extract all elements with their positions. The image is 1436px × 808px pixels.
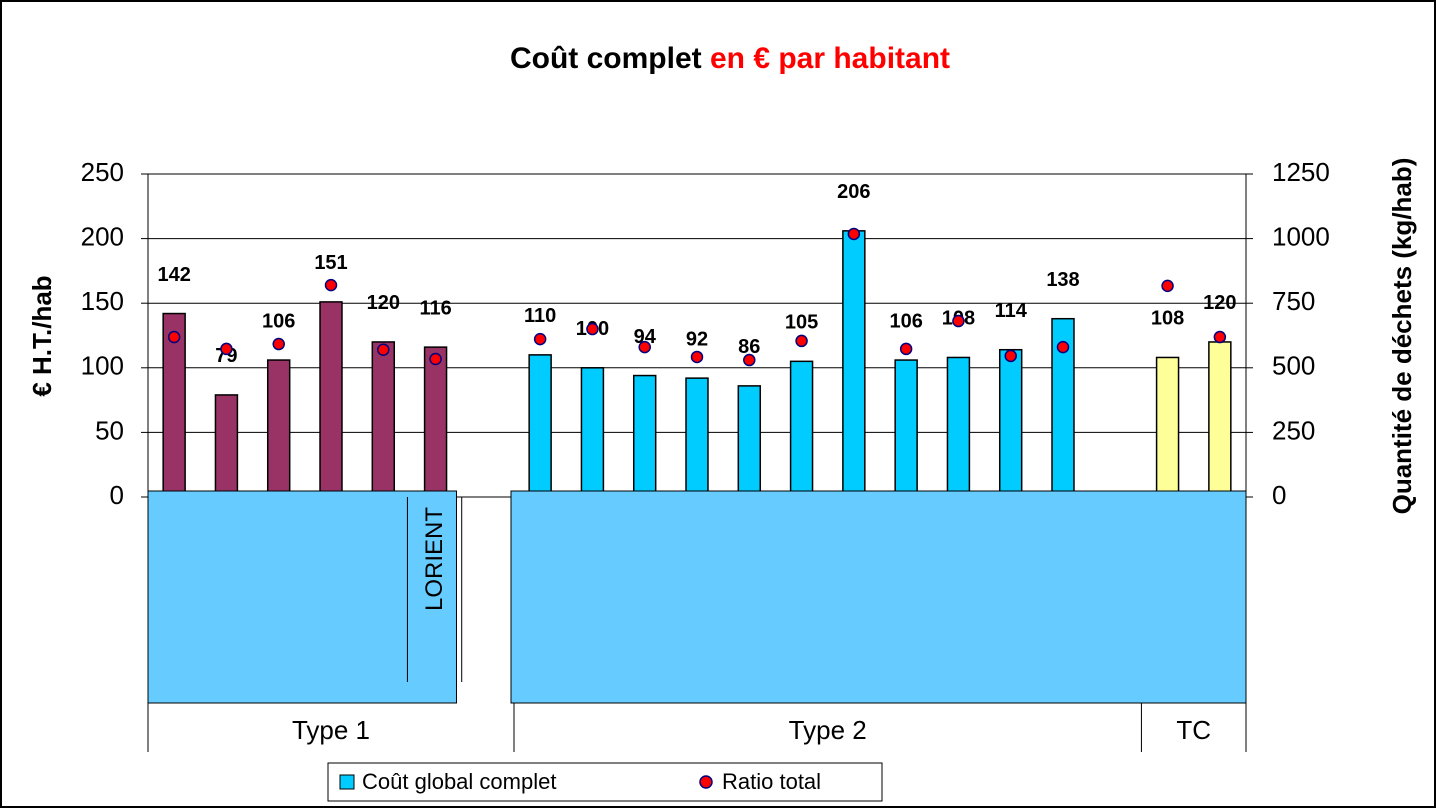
bar <box>1155 356 1180 498</box>
y-tick-label: 100 <box>81 351 124 381</box>
y-tick-label: 250 <box>81 157 124 187</box>
legend <box>327 762 883 802</box>
bar <box>842 230 866 498</box>
group-label: Type 2 <box>789 715 867 745</box>
chart-title: Coût complet en € par habitant <box>510 42 950 75</box>
y2-axis-label: Quantité de déchets (kg/hab) <box>1387 158 1417 515</box>
value-label: 108 <box>1151 308 1184 330</box>
bar <box>632 374 657 498</box>
ratio-point <box>586 322 599 336</box>
value-label: 206 <box>837 181 870 203</box>
value-label: 106 <box>889 310 922 332</box>
bar <box>266 359 291 498</box>
y-tick-label: 150 <box>81 286 124 316</box>
legend-label: Coût global complet <box>362 769 556 794</box>
value-label: 151 <box>314 252 347 274</box>
ratio-point <box>795 334 808 348</box>
bar <box>894 359 918 498</box>
ratio-point <box>1056 340 1070 354</box>
ratio-point <box>533 332 547 346</box>
ratio-point <box>272 337 285 351</box>
ratio-point <box>952 314 965 328</box>
bar <box>685 377 709 498</box>
value-label: 142 <box>157 264 190 286</box>
value-label: 110 <box>524 305 556 327</box>
value-label: 86 <box>738 336 760 358</box>
bar <box>998 348 1023 498</box>
value-label: 120 <box>1203 292 1236 314</box>
y-tick-label: 200 <box>81 221 124 251</box>
ratio-point <box>847 227 861 241</box>
bar <box>214 394 239 498</box>
category-cover <box>510 490 1247 704</box>
value-label: 94 <box>634 326 657 348</box>
ratio-point <box>638 340 651 354</box>
y2-tick-label: 750 <box>1272 286 1315 316</box>
group-label: Type 1 <box>292 715 370 745</box>
y2-tick-label: 1250 <box>1272 157 1330 187</box>
bar <box>371 341 396 498</box>
y2-tick-label: 250 <box>1272 415 1315 445</box>
ratio-point <box>167 330 181 344</box>
y-tick-label: 0 <box>110 480 124 510</box>
legend-label: Ratio total <box>722 769 821 794</box>
bar <box>737 385 762 498</box>
value-label: 114 <box>995 300 1028 322</box>
value-label: 105 <box>785 312 818 334</box>
ratio-point <box>899 342 913 356</box>
ratio-point <box>1161 279 1174 293</box>
ratio-point <box>377 343 390 356</box>
ratio-point <box>690 350 704 364</box>
bar <box>946 356 971 498</box>
bar <box>580 367 605 498</box>
ratio-point <box>743 353 756 367</box>
ratio-point <box>324 278 338 292</box>
value-label: 116 <box>419 297 451 319</box>
y-tick-label: 50 <box>95 415 124 445</box>
value-label: 92 <box>686 328 708 350</box>
value-label: 138 <box>1046 269 1079 291</box>
bar <box>789 360 814 498</box>
legend-swatch <box>699 775 713 789</box>
y2-tick-label: 1000 <box>1272 221 1330 251</box>
ratio-point <box>429 352 442 366</box>
x-tick-label: LORIENT <box>421 507 448 611</box>
value-label: 120 <box>367 292 400 314</box>
y2-tick-label: 500 <box>1272 351 1315 381</box>
title-highlight: en € par habitant <box>710 42 950 75</box>
y-axis-label: € H.T./hab <box>27 275 57 396</box>
bar <box>423 346 448 498</box>
bar <box>1208 341 1232 498</box>
ratio-point <box>1213 330 1227 344</box>
bar <box>319 301 343 498</box>
group-label: TC <box>1176 715 1211 745</box>
ratio-point <box>220 342 233 356</box>
y2-tick-label: 0 <box>1272 480 1286 510</box>
value-label: 106 <box>262 310 295 332</box>
ratio-point <box>1004 349 1017 363</box>
category-cover <box>147 490 457 704</box>
bar <box>528 354 552 498</box>
legend-swatch <box>339 774 355 790</box>
title-part: Coût complet <box>510 42 710 75</box>
